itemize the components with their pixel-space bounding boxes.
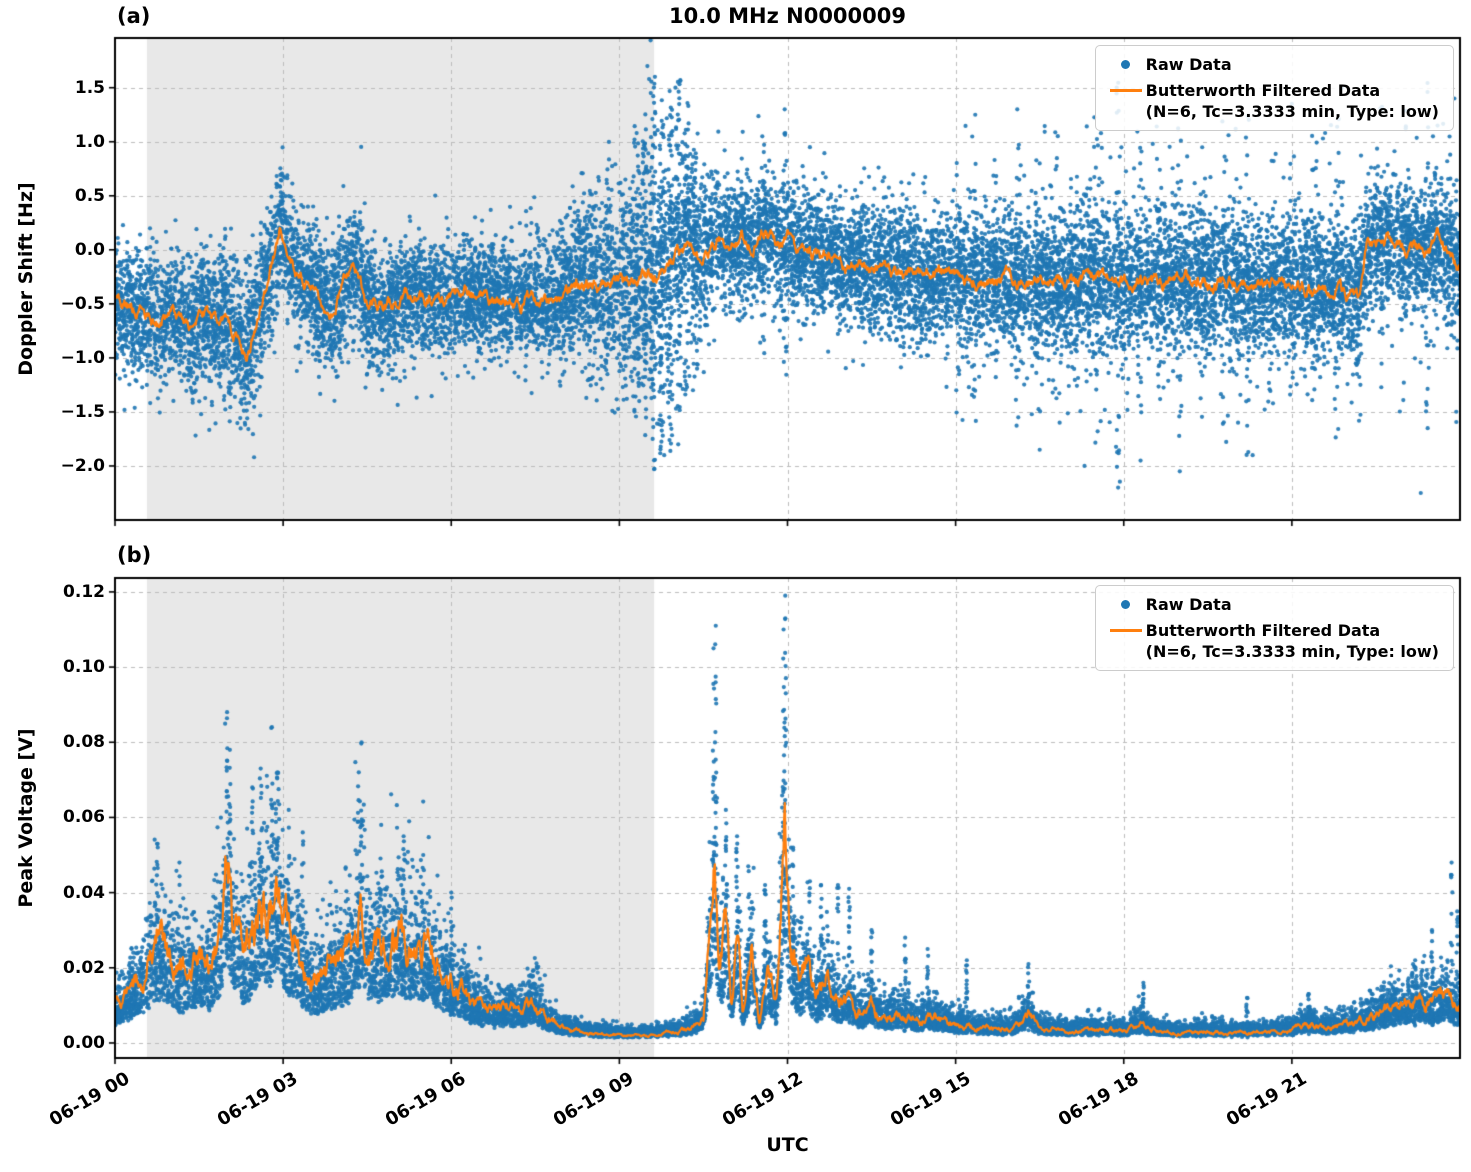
y-tick-label: 0.04 [63, 882, 105, 903]
legend-panel-b: Raw Data Butterworth Filtered Data (N=6,… [1094, 585, 1454, 671]
legend-raw-label: Raw Data [1145, 595, 1232, 614]
legend-filtered-sublabel: (N=6, Tc=3.3333 min, Type: low) [1145, 102, 1439, 121]
legend-entry-raw: Raw Data [1106, 594, 1439, 615]
y-tick-label: 0.00 [63, 1032, 105, 1053]
y-tick-label: 0.06 [63, 807, 105, 828]
legend-raw-label: Raw Data [1145, 55, 1232, 74]
legend-entry-filtered: Butterworth Filtered Data (N=6, Tc=3.333… [1106, 80, 1439, 122]
legend-filtered-label: Butterworth Filtered Data [1145, 81, 1381, 100]
legend-entry-filtered: Butterworth Filtered Data (N=6, Tc=3.333… [1106, 620, 1439, 662]
y-tick-label: −1.0 [60, 347, 105, 368]
y-tick-label: 0.5 [74, 185, 105, 206]
y-tick-label: −2.0 [60, 455, 105, 476]
y-tick-label: 1.0 [74, 131, 105, 152]
y-tick-label: −1.5 [60, 401, 105, 422]
panel-b-label: (b) [117, 543, 152, 567]
y-tick-label: 0.0 [74, 239, 105, 260]
legend-filtered-label: Butterworth Filtered Data [1145, 621, 1381, 640]
y-tick-label: 0.12 [63, 581, 105, 602]
y-tick-label: 0.02 [63, 957, 105, 978]
y-tick-label: 0.08 [63, 732, 105, 753]
panel-a-label: (a) [117, 4, 151, 28]
y-tick-label: 0.10 [63, 657, 105, 678]
legend-filtered-sublabel: (N=6, Tc=3.3333 min, Type: low) [1145, 642, 1439, 661]
filtered-data-marker-icon [1106, 80, 1146, 101]
y-tick-label: 1.5 [74, 77, 105, 98]
legend-panel-a: Raw Data Butterworth Filtered Data (N=6,… [1094, 45, 1454, 131]
legend-entry-raw: Raw Data [1106, 54, 1439, 75]
raw-data-marker-icon [1106, 54, 1146, 75]
y-tick-label: −0.5 [60, 293, 105, 314]
y-axis-label-doppler: Doppler Shift [Hz] [15, 182, 37, 376]
filtered-data-marker-icon [1106, 620, 1146, 641]
raw-data-marker-icon [1106, 594, 1146, 615]
figure-title: 10.0 MHz N0000009 [669, 4, 906, 28]
x-axis-label: UTC [766, 1134, 809, 1156]
